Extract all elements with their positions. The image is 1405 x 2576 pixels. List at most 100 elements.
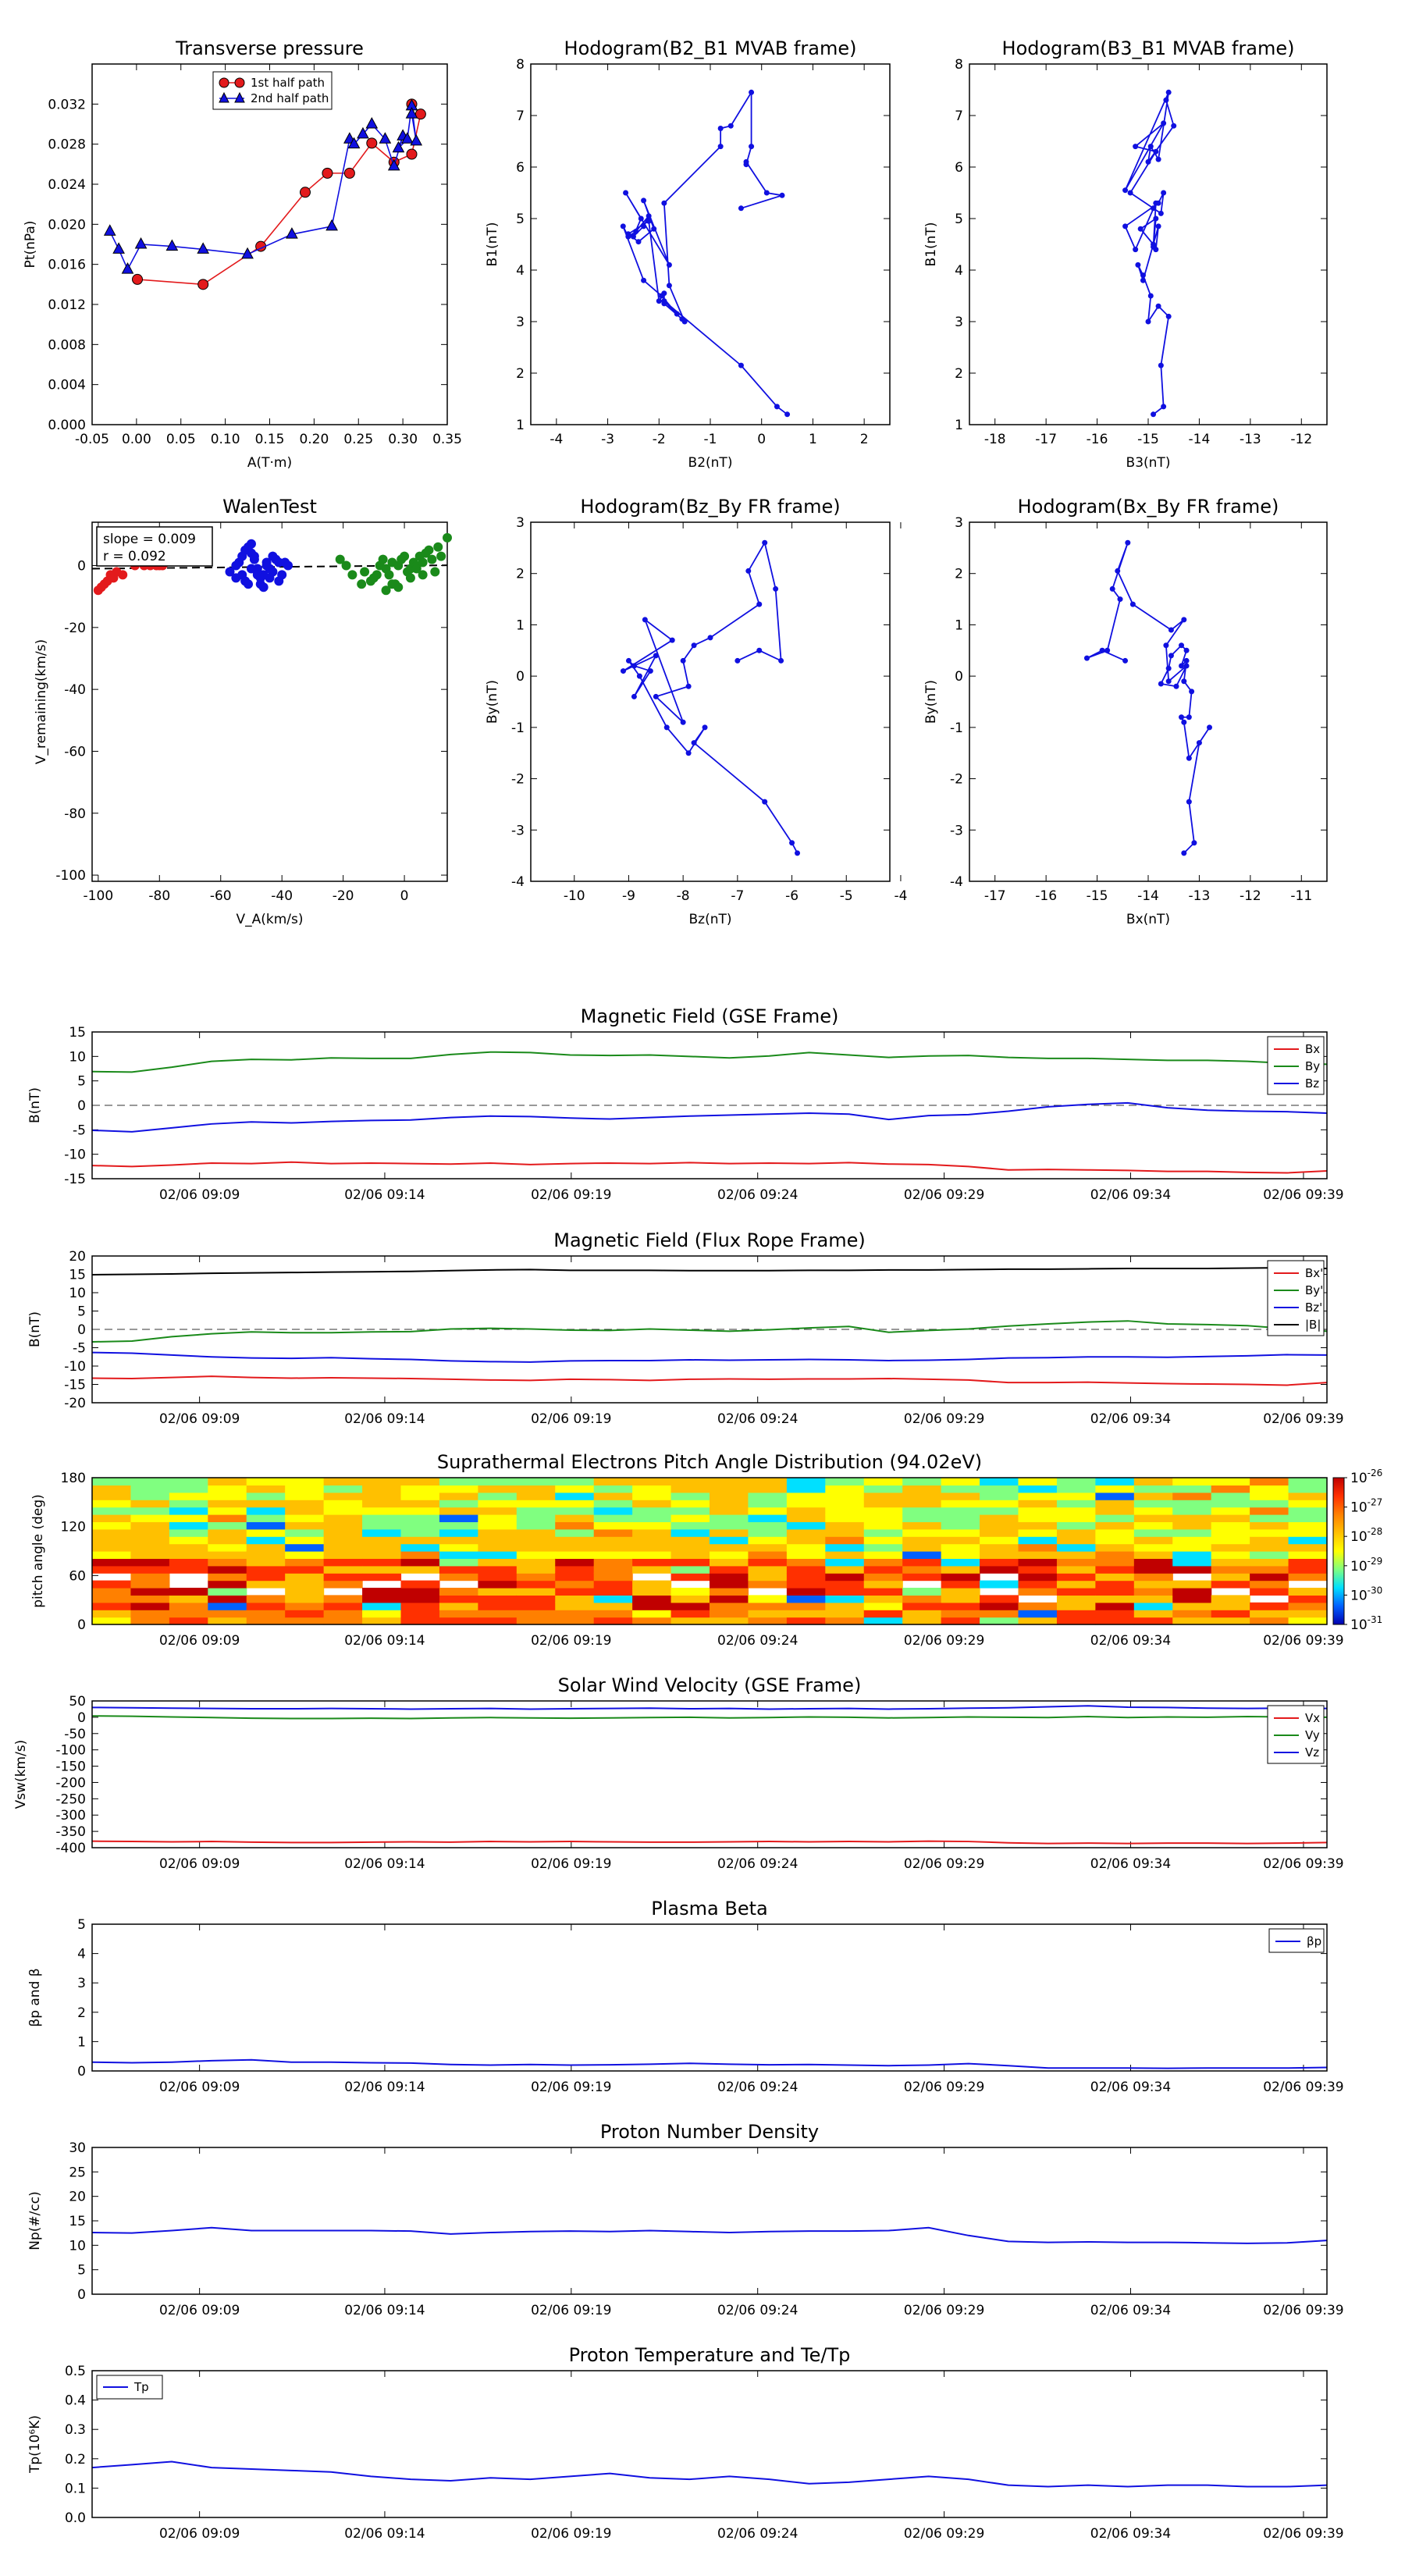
beta-xtick-label: 02/06 09:24 [717,2080,798,2095]
tp-legend [212,71,333,110]
mag_fr-ytick-label: 15 [69,1268,86,1283]
h2-point [1147,144,1154,150]
pad-cell [323,1573,363,1582]
tp-xtick-label: 0.05 [166,432,196,447]
pad-cell [1172,1528,1212,1537]
tp2-xtick-label: 02/06 09:39 [1263,2526,1343,2542]
pad-cell [169,1551,208,1559]
h4-point [1186,799,1192,805]
h1-ytick-label: 5 [516,212,525,227]
pad-cell [362,1478,402,1485]
pad-cell [1018,1565,1058,1574]
tp-point [286,227,298,239]
pad-cell [208,1565,247,1574]
pad-cell [555,1617,595,1625]
pad-cell [902,1610,942,1618]
h2-point [1151,411,1157,418]
pad-cell [748,1528,788,1537]
pad-cell [130,1558,170,1567]
pad-cell [478,1573,518,1582]
vsw-xtick-label: 02/06 09:34 [1090,1856,1171,1872]
h3-point [778,657,784,664]
pad-cell [1211,1507,1250,1515]
pad-cell [362,1500,402,1508]
pad-cell [1056,1492,1096,1500]
h2-xtick-label: -13 [1240,432,1261,447]
pad-cell [1250,1528,1289,1537]
tp2-title: Proton Temperature and Te/Tp [569,2344,851,2366]
tp-xtick-label: -0.05 [75,432,109,447]
pad-cell [1018,1588,1058,1596]
beta-title: Plasma Beta [651,1898,767,1920]
pad-cell [555,1610,595,1618]
pad-cell [92,1485,132,1493]
h4-point [1115,568,1121,574]
pad-cell [1250,1580,1289,1589]
pad-cell [941,1595,980,1603]
pad-cell [941,1478,980,1485]
pad-cell [632,1595,672,1603]
pad-cell [439,1507,478,1515]
h2-ytick-label: 1 [955,418,963,433]
pad-cell [902,1478,942,1485]
pad-cell [748,1492,788,1500]
walen-point [225,567,235,577]
pad-cell [748,1521,788,1530]
pad-cell [169,1528,208,1537]
pad-cell [1095,1617,1135,1625]
pad-cell [670,1565,710,1574]
pad-cell [169,1485,208,1493]
pad-cell [1056,1478,1096,1485]
h3-point [707,635,713,641]
pad-cell [1172,1478,1212,1485]
mag_gse-xtick-label: 02/06 09:34 [1090,1187,1171,1203]
pad-cell [980,1617,1019,1625]
pad-cell [863,1528,903,1537]
vsw-series-2 [91,1705,1328,1710]
h2-point [1161,120,1167,126]
h4-point [1181,850,1187,856]
pad-cell [1172,1558,1212,1567]
pad-cell [786,1610,826,1618]
beta-ytick-label: 0 [77,2064,86,2080]
h3-point [756,601,763,607]
tp2-ylabel: Tp(10⁶K) [27,2415,43,2474]
pad-cell [208,1551,247,1559]
pad-cell [1095,1485,1135,1493]
pad-cell [1056,1507,1096,1515]
h1-chart: -4 -3 -2 -1 0 1 2 1 2 3 4 5 6 7 8 B2(nT) B1(nT) Hodogram(… [485,37,891,471]
pad-cell [362,1492,402,1500]
pad-cell [478,1478,518,1485]
pad-cell [1211,1521,1250,1530]
pad-cell [246,1514,286,1522]
pad-cell [516,1478,556,1485]
pad-cell [748,1558,788,1567]
vsw-ylabel: Vsw(km/s) [13,1740,29,1809]
pad-cell [825,1492,865,1500]
pad-cell [439,1551,478,1559]
pad-cell [323,1485,363,1493]
tp-legend-marker [234,91,245,103]
pad-cell [593,1602,633,1610]
pad-cell [670,1595,710,1603]
pad-cell [246,1528,286,1537]
pad-cell [1288,1617,1328,1625]
h3-xtick-label: -5 [840,888,853,904]
h3-chart: -10 -9 -8 -7 -6 -5 -4 3 2 1 0 -1 -2 -3 -4 Bz(nT) By(nT) H… [485,496,907,927]
h1-ytick-label: 8 [516,57,525,73]
pad-cell [92,1588,132,1596]
walen-point [335,554,345,564]
pad-cell [169,1536,208,1545]
pad-cell [362,1602,402,1610]
pad-cell [478,1617,518,1625]
pad-cell [593,1617,633,1625]
pad-cell [1095,1573,1135,1582]
mag_fr-ytick-label: 20 [69,1249,86,1265]
tp-point [379,132,392,144]
pad-cell [362,1595,402,1603]
h4-xtick-label: -11 [1290,888,1312,904]
h4-point [1181,617,1187,623]
pad-cell [1250,1500,1289,1508]
pad-cell [902,1507,942,1515]
pad-cell [825,1507,865,1515]
